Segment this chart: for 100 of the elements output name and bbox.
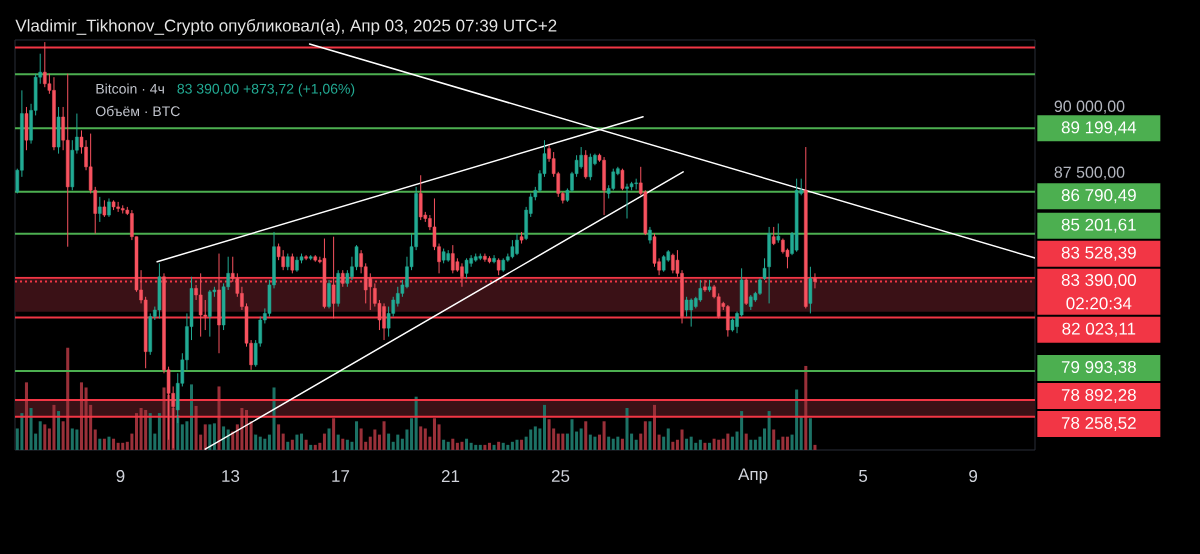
bar <box>712 438 716 450</box>
bar <box>442 439 446 450</box>
bar <box>373 429 377 450</box>
bar <box>185 421 189 450</box>
bar <box>130 433 134 450</box>
candlestick <box>703 279 707 293</box>
bar <box>570 419 574 450</box>
bar <box>189 384 194 450</box>
bar <box>29 407 33 450</box>
bar <box>593 436 597 450</box>
bar <box>290 439 294 450</box>
candlestick <box>771 226 776 246</box>
ref-line-label: 82 023,11 <box>1062 322 1136 337</box>
bar <box>455 442 459 450</box>
candlestick <box>744 277 748 306</box>
bar <box>98 438 102 450</box>
ref-line-label: 78 258,52 <box>1061 416 1136 432</box>
bar <box>671 441 675 450</box>
candlestick <box>588 153 593 181</box>
bar <box>680 429 684 450</box>
bar <box>772 429 776 450</box>
bar <box>808 418 812 450</box>
bar <box>304 439 308 450</box>
ref-line-label: 83 528,39 <box>1061 246 1136 261</box>
x-tick-label: Апр <box>738 468 768 484</box>
bar <box>506 444 510 450</box>
bar <box>483 444 487 450</box>
ref-line-label: 79 993,38 <box>1061 360 1136 376</box>
bar <box>38 421 42 450</box>
bar <box>377 434 381 450</box>
bar <box>43 424 47 450</box>
bar <box>350 441 354 450</box>
bar <box>254 434 258 450</box>
bar <box>387 433 391 450</box>
bar <box>698 439 702 450</box>
bar <box>474 444 478 450</box>
candlestick <box>698 279 703 303</box>
bar <box>611 438 615 450</box>
bar <box>446 441 450 450</box>
bar <box>726 433 730 450</box>
bar <box>144 410 148 450</box>
bar <box>116 442 120 450</box>
bar <box>708 442 712 450</box>
candlestick <box>107 197 111 218</box>
bar <box>616 436 620 450</box>
ref-line-label: 85 201,61 <box>1061 218 1136 233</box>
bar <box>300 433 304 450</box>
bar <box>753 439 757 450</box>
bar <box>419 426 423 450</box>
y-tick-label: 87 500,00 <box>1054 166 1125 180</box>
bar <box>799 416 803 450</box>
bar <box>529 429 533 450</box>
bar <box>148 413 152 450</box>
bar <box>84 387 88 450</box>
bar <box>437 424 441 450</box>
x-tick-label: 17 <box>332 470 350 482</box>
candlestick <box>198 272 203 338</box>
bar <box>639 433 643 450</box>
bar <box>533 426 537 450</box>
bar <box>258 436 262 450</box>
bar <box>740 411 744 450</box>
annotation: 83 390,00 +873,72 (+1,06%) <box>177 83 355 97</box>
bar <box>607 436 611 450</box>
ref-line-label: 78 892,28 <box>1061 388 1136 404</box>
candlestick <box>813 272 817 289</box>
x-tick-label: 13 <box>222 469 240 483</box>
bar <box>102 438 106 450</box>
bar <box>538 428 542 450</box>
bar <box>487 442 491 450</box>
bar <box>286 441 290 450</box>
bar <box>318 442 322 450</box>
bar <box>648 421 652 450</box>
candlestick <box>583 149 588 180</box>
bar <box>313 444 317 450</box>
bar <box>295 434 299 450</box>
bar <box>359 428 363 450</box>
bar <box>758 436 762 450</box>
bar <box>579 428 583 450</box>
bar <box>542 404 546 450</box>
y-tick-label: 90 000,00 <box>1054 100 1125 114</box>
bar <box>75 429 79 450</box>
bar <box>336 434 340 450</box>
ref-line-label: 86 790,49 <box>1061 189 1136 204</box>
candlestick <box>492 254 496 264</box>
candlestick <box>684 296 689 318</box>
bar <box>134 413 138 450</box>
bar <box>510 441 514 450</box>
bar <box>460 441 464 450</box>
ref-line-label: 83 390,00 <box>1061 273 1136 289</box>
bar <box>465 438 469 450</box>
bar <box>666 428 670 450</box>
bar <box>643 421 647 450</box>
bar <box>410 418 414 450</box>
candlestick <box>327 279 331 309</box>
bar <box>217 386 221 450</box>
bar <box>561 433 565 450</box>
bar <box>451 438 455 450</box>
bar <box>703 442 707 450</box>
bar <box>744 433 748 450</box>
bar <box>785 436 789 450</box>
